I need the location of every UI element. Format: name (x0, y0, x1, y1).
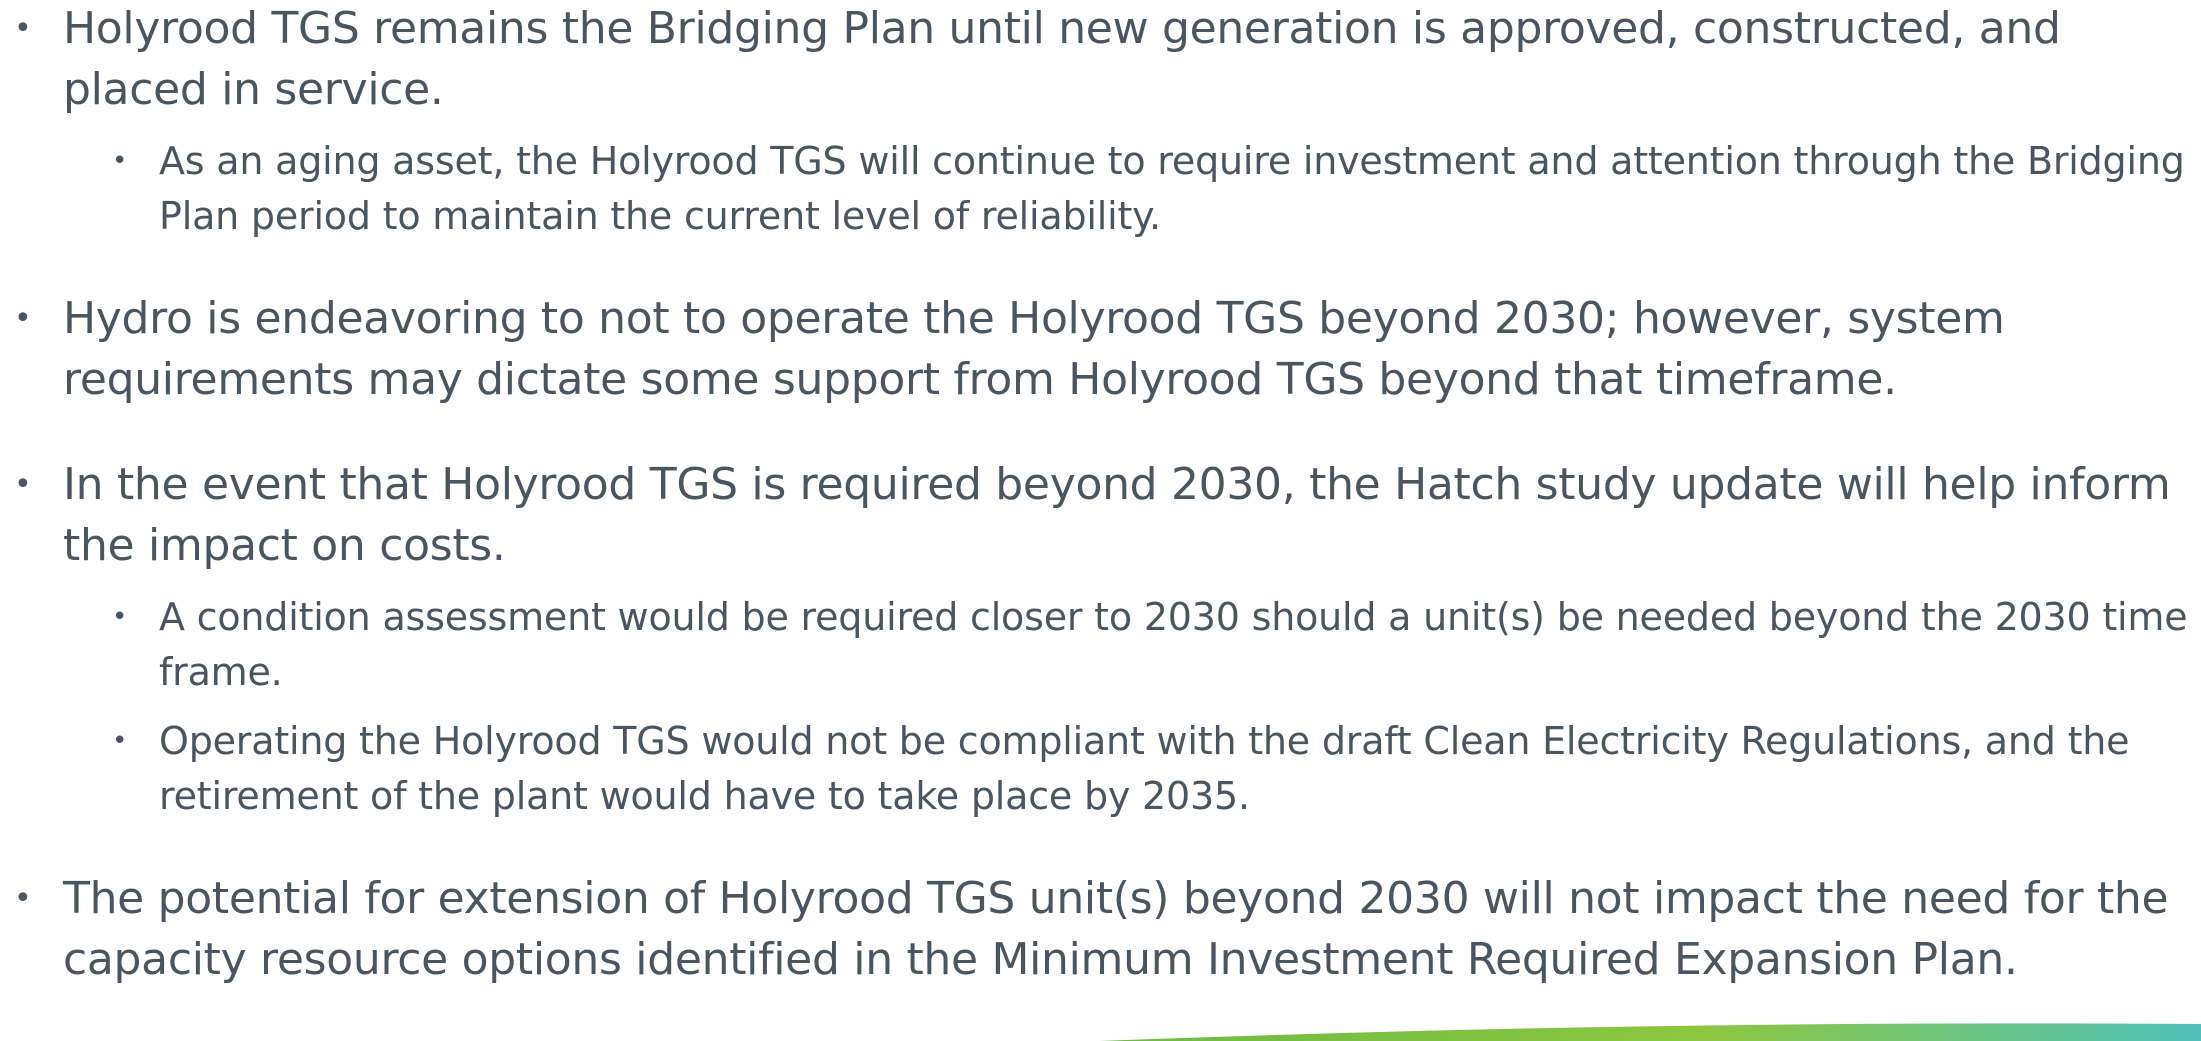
bullet-list: Holyrood TGS remains the Bridging Plan u… (0, 0, 2195, 990)
sub-bullet: A condition assessment would be required… (0, 590, 2195, 700)
sub-bullet: Operating the Holyrood TGS would not be … (0, 714, 2195, 824)
wave (1100, 1023, 2201, 1041)
bullet: In the event that Holyrood TGS is requir… (0, 454, 2195, 576)
bullet: Holyrood TGS remains the Bridging Plan u… (0, 0, 2195, 120)
bullet: The potential for extension of Holyrood … (0, 868, 2195, 990)
bullet: Hydro is endeavoring to not to operate t… (0, 288, 2195, 410)
sub-bullet: As an aging asset, the Holyrood TGS will… (0, 134, 2195, 244)
